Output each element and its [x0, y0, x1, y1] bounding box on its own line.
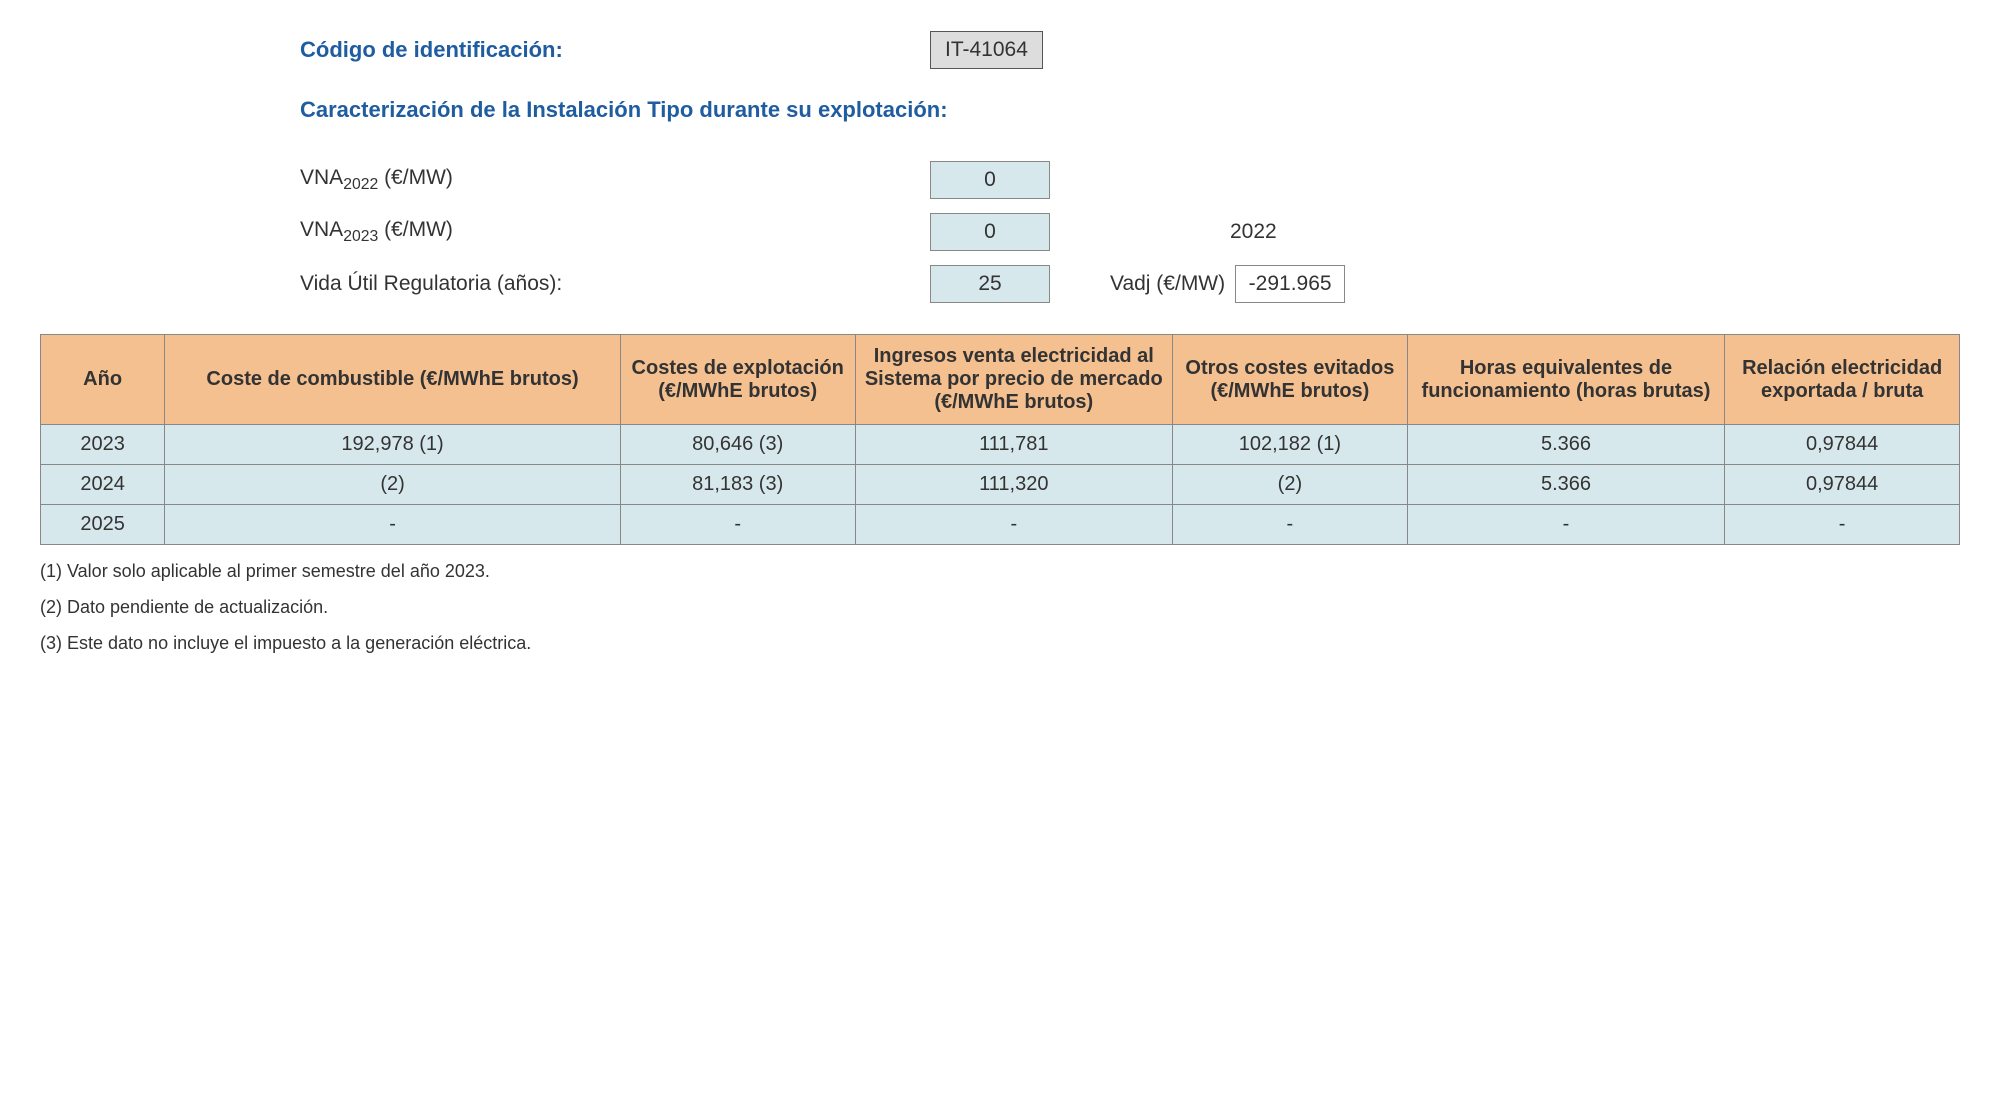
cell-fuel: -: [165, 505, 621, 545]
table-body: 2023 192,978 (1) 80,646 (3) 111,781 102,…: [41, 425, 1960, 545]
vna2022-label: VNA2022 (€/MW): [300, 166, 930, 194]
vna2022-value: 0: [930, 161, 1050, 199]
cell-fuel: 192,978 (1): [165, 425, 621, 465]
vna2022-row: VNA2022 (€/MW) 0: [300, 160, 1960, 200]
th-year: Año: [41, 335, 165, 425]
code-label: Código de identificación:: [300, 37, 930, 63]
vadj-label: Vadj (€/MW): [1110, 272, 1225, 296]
cell-inc: -: [855, 505, 1173, 545]
charac-row: Caracterización de la Instalación Tipo d…: [300, 90, 1960, 130]
table-row: 2025 - - - - - -: [41, 505, 1960, 545]
cell-other: (2): [1173, 465, 1408, 505]
footnote: (1) Valor solo aplicable al primer semes…: [40, 553, 1960, 589]
vida-value: 25: [930, 265, 1050, 303]
footnote: (2) Dato pendiente de actualización.: [40, 589, 1960, 625]
cell-hours: 5.366: [1407, 425, 1725, 465]
data-table: Año Coste de combustible (€/MWhE brutos)…: [40, 334, 1960, 545]
footnotes: (1) Valor solo aplicable al primer semes…: [40, 553, 1960, 661]
cell-inc: 111,320: [855, 465, 1173, 505]
header-section: Código de identificación: IT-41064 Carac…: [300, 30, 1960, 304]
cell-hours: 5.366: [1407, 465, 1725, 505]
cell-year: 2025: [41, 505, 165, 545]
vadj-wrap: Vadj (€/MW) -291.965: [1110, 265, 1345, 303]
code-value-box: IT-41064: [930, 31, 1043, 69]
cell-year: 2024: [41, 465, 165, 505]
table-row: 2023 192,978 (1) 80,646 (3) 111,781 102,…: [41, 425, 1960, 465]
code-row: Código de identificación: IT-41064: [300, 30, 1960, 70]
vadj-value: -291.965: [1235, 265, 1345, 303]
vida-row: Vida Útil Regulatoria (años): 25 Vadj (€…: [300, 264, 1960, 304]
th-op: Costes de explotación (€/MWhE brutos): [620, 335, 855, 425]
cell-rel: 0,97844: [1725, 465, 1960, 505]
th-inc: Ingresos venta electricidad al Sistema p…: [855, 335, 1173, 425]
cell-op: 80,646 (3): [620, 425, 855, 465]
header-row: Año Coste de combustible (€/MWhE brutos)…: [41, 335, 1960, 425]
vida-label: Vida Útil Regulatoria (años):: [300, 272, 930, 296]
cell-inc: 111,781: [855, 425, 1173, 465]
vna2023-row: VNA2023 (€/MW) 0 2022: [300, 212, 1960, 252]
cell-other: 102,182 (1): [1173, 425, 1408, 465]
cell-rel: 0,97844: [1725, 425, 1960, 465]
th-hours: Horas equivalentes de funcionamiento (ho…: [1407, 335, 1725, 425]
th-rel: Relación electricidad exportada / bruta: [1725, 335, 1960, 425]
cell-rel: -: [1725, 505, 1960, 545]
cell-op: 81,183 (3): [620, 465, 855, 505]
ref-year: 2022: [1230, 220, 1277, 244]
charac-label: Caracterización de la Instalación Tipo d…: [300, 97, 948, 123]
cell-fuel: (2): [165, 465, 621, 505]
cell-hours: -: [1407, 505, 1725, 545]
table-row: 2024 (2) 81,183 (3) 111,320 (2) 5.366 0,…: [41, 465, 1960, 505]
th-other: Otros costes evitados (€/MWhE brutos): [1173, 335, 1408, 425]
cell-other: -: [1173, 505, 1408, 545]
vna2023-value: 0: [930, 213, 1050, 251]
cell-op: -: [620, 505, 855, 545]
cell-year: 2023: [41, 425, 165, 465]
vna2023-label: VNA2023 (€/MW): [300, 218, 930, 246]
footnote: (3) Este dato no incluye el impuesto a l…: [40, 625, 1960, 661]
th-fuel: Coste de combustible (€/MWhE brutos): [165, 335, 621, 425]
